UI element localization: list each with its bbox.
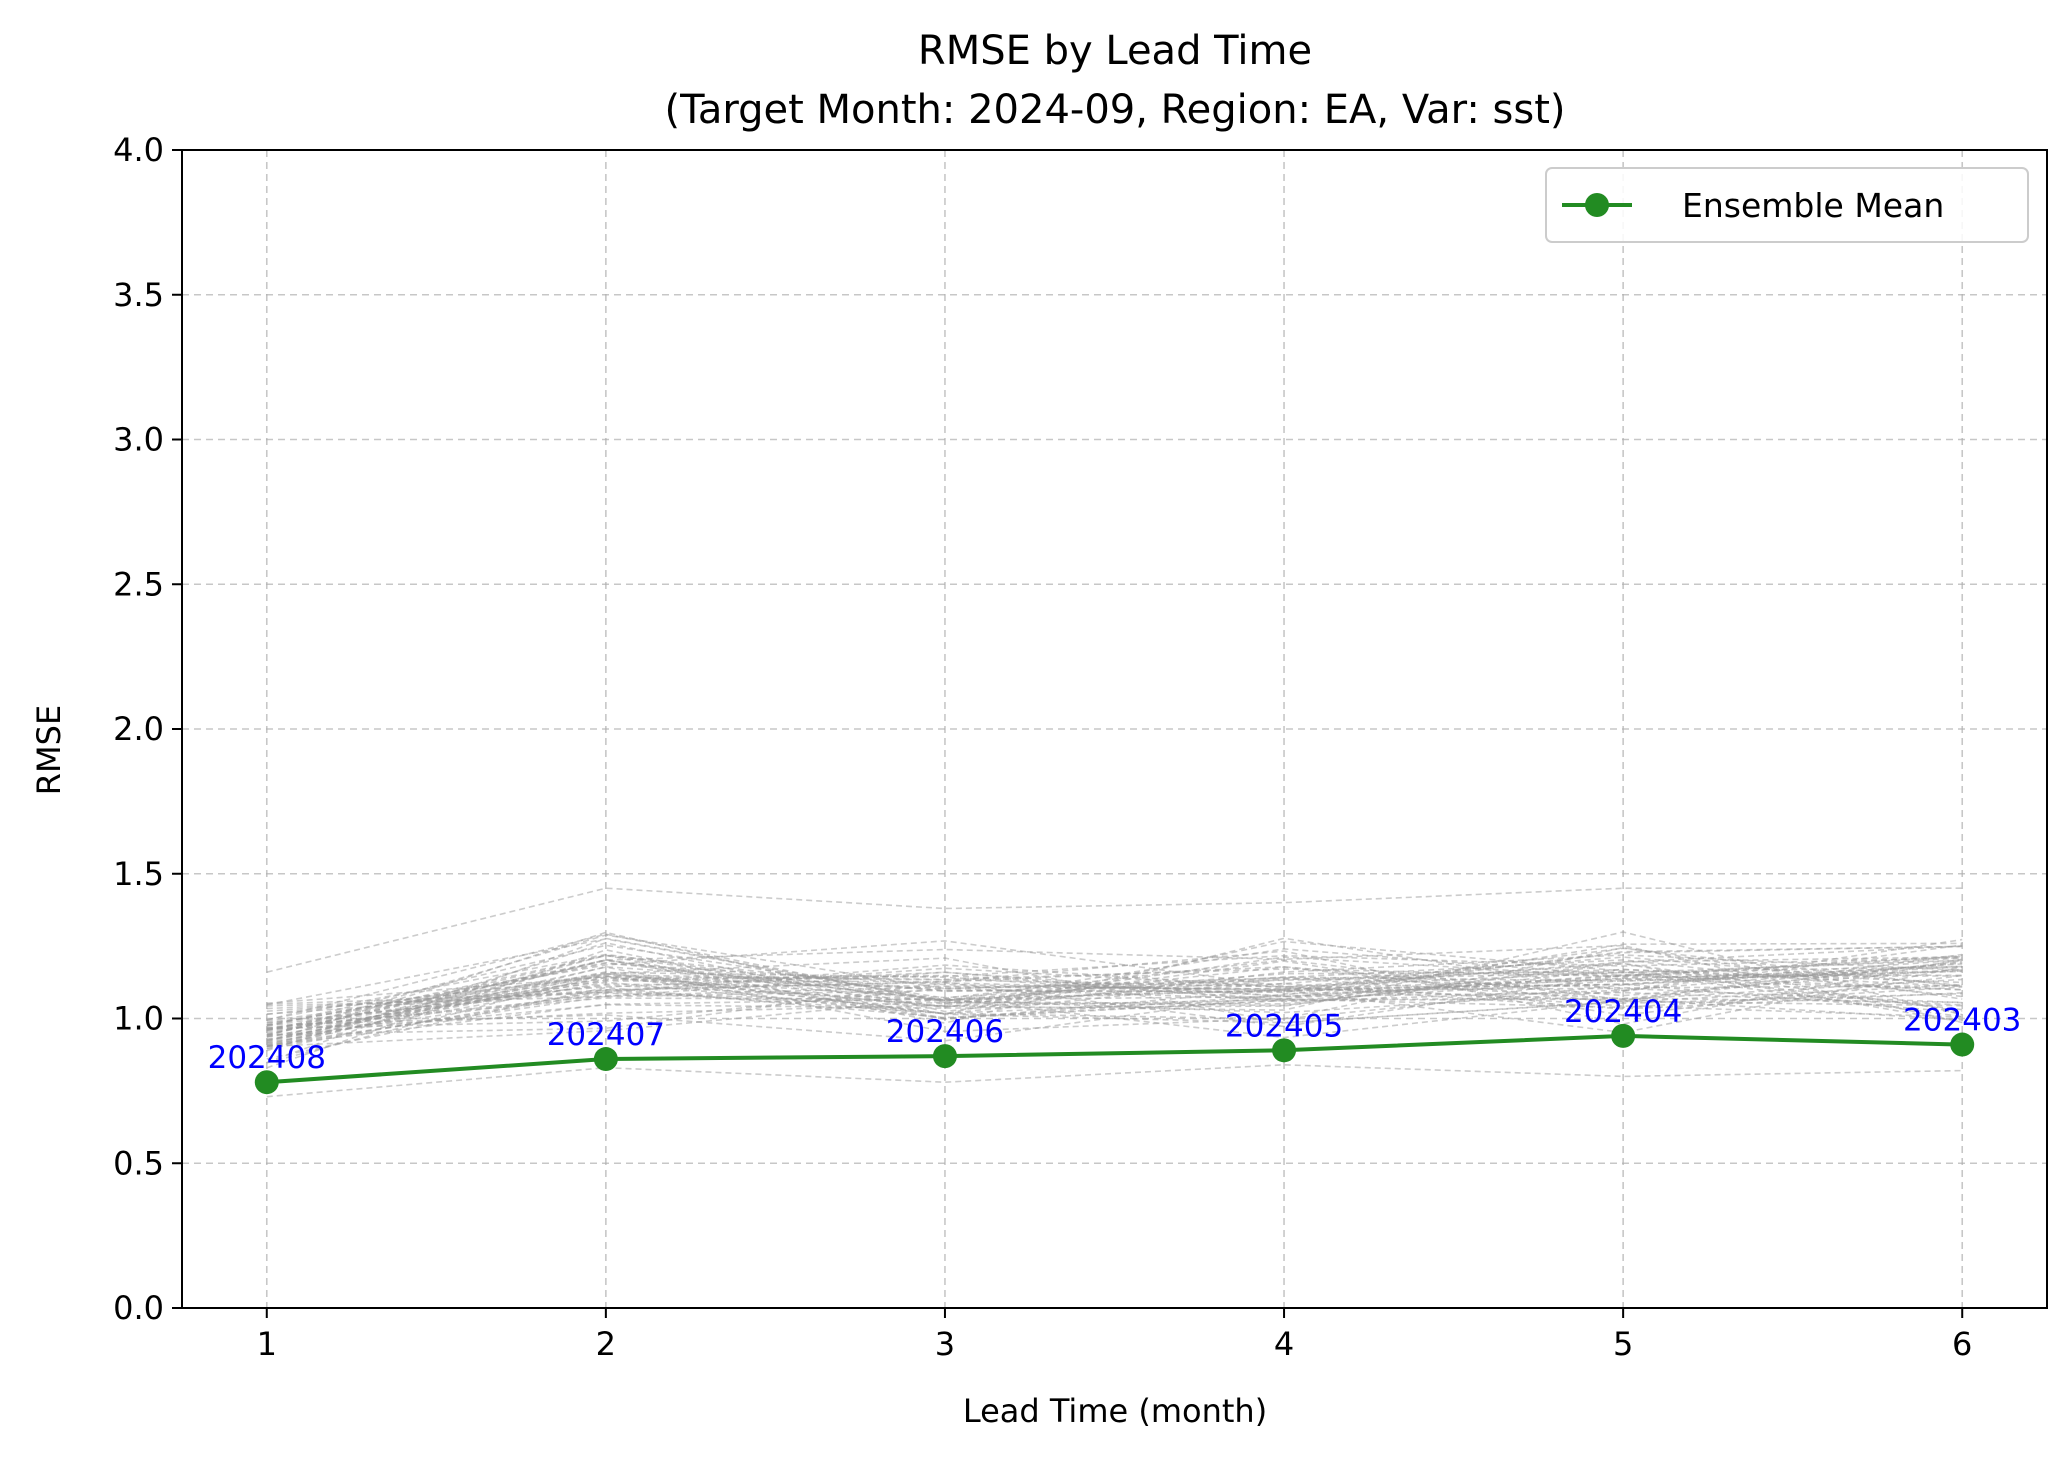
- ensemble-member-line: [266, 953, 1963, 1021]
- ensemble-member-line: [266, 931, 1963, 1045]
- ensemble-member-line: [266, 962, 1963, 1013]
- x-tick-label: 5: [1613, 1325, 1633, 1363]
- ensemble-member-line: [266, 941, 1963, 1052]
- ensemble-member-line: [266, 949, 1963, 1069]
- ensemble-member-line: [266, 956, 1963, 1038]
- ensemble-member-line: [266, 887, 1963, 973]
- series-lines: [254, 1023, 1975, 1095]
- y-tick-label: 0.5: [113, 1144, 164, 1182]
- ensemble-member-line: [266, 964, 1963, 1041]
- ensemble-member-line: [266, 972, 1963, 1048]
- y-axis-label: RMSE: [30, 705, 68, 795]
- legend-label: Ensemble Mean: [1682, 186, 1944, 225]
- legend: Ensemble Mean: [1545, 167, 2029, 243]
- point-annotation: 202408: [208, 1040, 326, 1076]
- ensemble-mean-point: [593, 1047, 618, 1072]
- ensemble-member-line: [266, 937, 1963, 1064]
- ensemble-member-line: [266, 983, 1963, 1047]
- x-tick-label: 4: [1274, 1325, 1294, 1363]
- ensemble-member-line: [266, 960, 1963, 1005]
- ensemble-member-line: [266, 957, 1963, 1024]
- ensemble-member-line: [266, 961, 1963, 1026]
- x-tick-label: 2: [596, 1325, 616, 1363]
- x-tick-label: 6: [1952, 1325, 1972, 1363]
- legend-marker: [1585, 193, 1609, 217]
- ensemble-mean-point: [1611, 1023, 1636, 1048]
- axes: 1 2 3 4 5 6 0.0 0.5 1.0 1.5 2.0 2.5 3.0 3.5 4.0: [113, 131, 2048, 1363]
- y-tick-label: 1.0: [113, 1000, 164, 1038]
- ensemble-member-line: [266, 934, 1963, 1037]
- ensemble-member-line: [266, 945, 1963, 1030]
- ensemble-mean-point: [254, 1070, 279, 1095]
- ensemble-member-line: [266, 940, 1963, 1026]
- ensemble-mean-point: [932, 1044, 957, 1069]
- ensemble-member-lines: [266, 887, 1963, 1098]
- ensemble-mean-point: [1272, 1038, 1297, 1063]
- point-annotation: 202404: [1564, 994, 1682, 1030]
- x-tick-label: 3: [935, 1325, 955, 1363]
- point-annotation: 202403: [1903, 1003, 2021, 1039]
- grid-lines: [182, 149, 2047, 1309]
- ensemble-member-line: [266, 931, 1963, 1043]
- x-tick-label: 1: [257, 1325, 277, 1363]
- point-annotation: 202407: [547, 1017, 665, 1053]
- ensemble-member-line: [266, 974, 1963, 1050]
- y-tick-label: 3.5: [113, 276, 164, 314]
- chart-subtitle: (Target Month: 2024-09, Region: EA, Var:…: [664, 87, 1565, 133]
- ensemble-member-line: [266, 937, 1963, 1047]
- y-tick-label: 0.0: [113, 1289, 164, 1327]
- ensemble-member-line: [266, 954, 1963, 1037]
- y-tick-label: 2.0: [113, 710, 164, 748]
- y-tick-label: 4.0: [113, 131, 164, 169]
- y-tick-label: 3.0: [113, 421, 164, 459]
- point-annotation: 202405: [1225, 1008, 1343, 1044]
- point-annotation: 202406: [886, 1014, 1004, 1050]
- x-axis-label: Lead Time (month): [963, 1392, 1267, 1430]
- ensemble-member-line: [266, 977, 1963, 1029]
- ensemble-member-line: [266, 992, 1963, 1048]
- ensemble-member-line: [266, 1063, 1963, 1098]
- ensemble-mean-line: [266, 1033, 1963, 1085]
- ensemble-member-line: [266, 942, 1963, 1030]
- ensemble-member-line: [266, 956, 1963, 1010]
- ensemble-member-line: [266, 960, 1963, 1064]
- y-tick-label: 2.5: [113, 565, 164, 603]
- ensemble-member-line: [266, 950, 1963, 1034]
- ensemble-member-line: [266, 955, 1963, 1029]
- ensemble-member-line: [266, 959, 1963, 1036]
- legend-box: [1545, 167, 2029, 243]
- ensemble-member-line: [266, 946, 1963, 1042]
- ensemble-member-line: [266, 956, 1963, 1031]
- y-tick-label: 1.5: [113, 855, 164, 893]
- point-annotations: 202408 202407 202406 202405 202404 202403: [208, 994, 2022, 1076]
- ensemble-member-line: [266, 963, 1963, 1044]
- chart-title: RMSE by Lead Time: [918, 28, 1312, 74]
- ensemble-mean-point: [1950, 1032, 1975, 1057]
